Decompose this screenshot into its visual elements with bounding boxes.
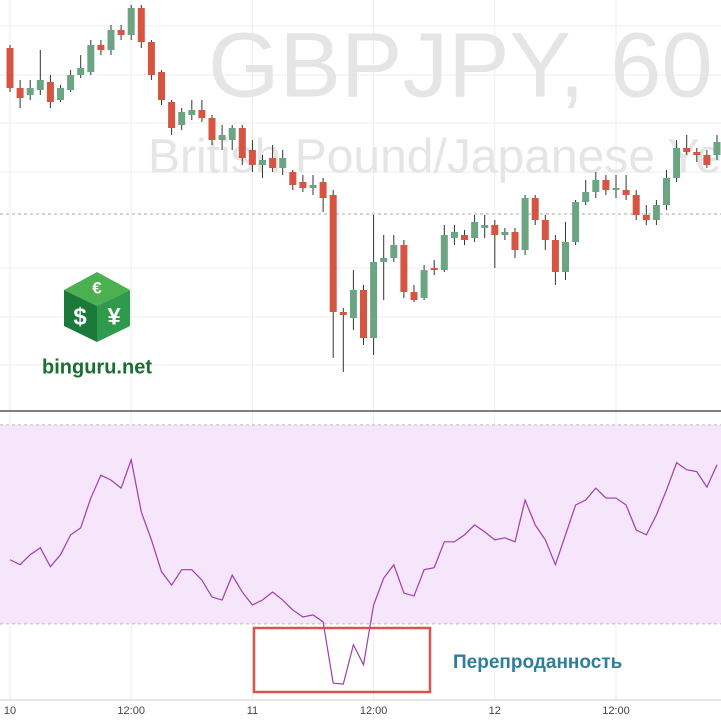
- candle-body: [380, 258, 388, 262]
- candle-body: [360, 290, 367, 338]
- candle-body: [198, 110, 206, 118]
- candle-body: [117, 30, 125, 35]
- candle-body: [562, 242, 569, 272]
- logo-text: binguru.net: [42, 356, 152, 378]
- logo-symbol: ¥: [107, 303, 121, 330]
- candle-body: [683, 148, 691, 152]
- candle-body: [370, 262, 378, 338]
- candle-body: [632, 195, 640, 215]
- candle-body: [269, 158, 277, 168]
- candle-body: [420, 270, 428, 298]
- watermark-title: GBPJPY, 60: [208, 14, 713, 116]
- candle-body: [259, 160, 266, 165]
- candle-body: [410, 292, 418, 300]
- x-tick-label: 10: [4, 705, 16, 717]
- candle-body: [248, 150, 256, 165]
- logo-symbol: €: [92, 278, 102, 297]
- candle-body: [390, 245, 398, 258]
- candle-body: [299, 182, 307, 188]
- candle-body: [713, 142, 721, 155]
- candle-body: [188, 110, 196, 115]
- candle-body: [158, 72, 165, 100]
- candle-body: [238, 128, 246, 158]
- candle-body: [703, 155, 711, 165]
- plot: [0, 5, 721, 685]
- x-tick-label: 11: [247, 705, 258, 717]
- candle-body: [551, 240, 559, 272]
- candle-body: [57, 88, 64, 100]
- candle-body: [279, 158, 287, 168]
- logo-symbol: $: [73, 303, 87, 330]
- candle-body: [521, 198, 529, 250]
- candle-body: [97, 45, 105, 50]
- logo: € $ ¥ binguru.net: [42, 272, 152, 378]
- candle-body: [673, 148, 681, 178]
- candle-body: [461, 235, 468, 240]
- candle-body: [511, 232, 519, 250]
- candle-body: [87, 45, 95, 72]
- x-tick-label: 12: [489, 705, 501, 717]
- candle-body: [36, 80, 44, 90]
- candle-body: [289, 172, 297, 185]
- annotation: Перепроданность: [453, 652, 622, 673]
- candle-body: [663, 178, 670, 205]
- candle-body: [592, 180, 600, 192]
- candle-body: [46, 82, 54, 102]
- candle-body: [107, 30, 115, 50]
- logo-cube-left: [64, 290, 97, 342]
- candle-body: [77, 68, 85, 75]
- candle-body: [339, 312, 347, 315]
- candle-body: [450, 232, 458, 238]
- candle-body: [329, 195, 337, 312]
- candle-body: [501, 232, 509, 235]
- candle-body: [16, 88, 24, 98]
- candle-body: [491, 225, 499, 235]
- candle-body: [26, 88, 34, 95]
- candle-body: [228, 128, 236, 140]
- candle-body: [481, 225, 489, 228]
- logo-cube-right: [97, 290, 130, 342]
- candle-body: [471, 222, 479, 238]
- candle-body: [652, 205, 660, 220]
- candle-body: [582, 192, 590, 202]
- candle-body: [400, 245, 408, 292]
- candle-body: [642, 215, 650, 220]
- candle-body: [602, 180, 610, 190]
- candle-body: [440, 235, 448, 270]
- candle-body: [137, 8, 145, 42]
- logo-cube-top: [64, 272, 130, 306]
- x-tick-label: 12:00: [117, 705, 145, 717]
- candle-body: [147, 42, 155, 75]
- candle-body: [168, 102, 176, 128]
- candle-body: [319, 182, 327, 198]
- candle-body: [622, 190, 630, 195]
- candle-body: [693, 152, 701, 155]
- candle-body: [6, 48, 14, 88]
- x-tick-label: 12:00: [360, 705, 388, 717]
- candle-body: [430, 268, 438, 270]
- candle-body: [178, 112, 186, 125]
- candle-body: [572, 202, 580, 242]
- oversold-box: [252, 626, 432, 694]
- x-tick-label: 12:00: [602, 705, 630, 717]
- rsi-band: [0, 424, 721, 624]
- candle-body: [612, 188, 620, 190]
- candle-body: [349, 290, 357, 318]
- candle-body: [309, 185, 317, 188]
- candle-body: [531, 198, 539, 220]
- candle-body: [127, 8, 135, 35]
- candle-body: [67, 75, 75, 90]
- rsi-line: [9, 457, 718, 685]
- candle-body: [218, 135, 226, 140]
- candle-body: [541, 220, 549, 240]
- candle-body: [208, 118, 216, 140]
